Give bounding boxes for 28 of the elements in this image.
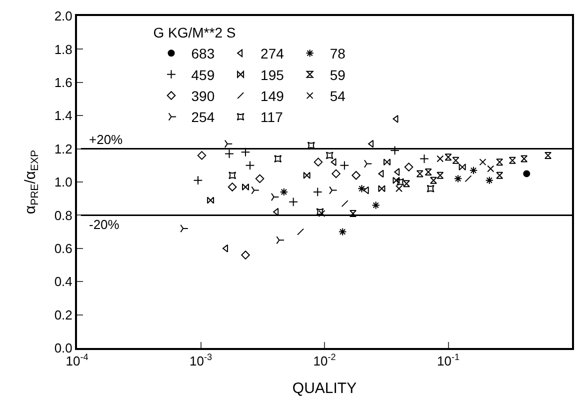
y-tick-label: 1.2 xyxy=(54,141,72,156)
legend-label: 78 xyxy=(330,46,346,62)
x-tick-label: 10$^{-1}$ xyxy=(436,352,460,369)
legend-label: 195 xyxy=(260,66,284,83)
y-tick-label: 0.6 xyxy=(54,240,72,256)
legend-label: 149 xyxy=(260,88,284,104)
y-tick-label: 0.8 xyxy=(54,208,72,223)
y-tick-label: 1.8 xyxy=(54,42,72,57)
legend-title: G KG/M**2 S xyxy=(153,24,236,41)
y-tick-label: 2.0 xyxy=(54,8,72,24)
y-tick-label: 1.0 xyxy=(54,174,72,190)
x-tick-label: 10$^{-3}$ xyxy=(189,352,212,369)
annotation: -20% xyxy=(89,217,120,232)
y-tick-label: 1.4 xyxy=(54,108,72,124)
y-tick-label: 1.6 xyxy=(54,74,72,90)
legend-label: 54 xyxy=(330,88,346,104)
y-tick-label: 0.4 xyxy=(54,274,72,290)
legend-label: 254 xyxy=(191,109,215,126)
legend-label: 274 xyxy=(260,46,284,62)
x-tick-label: 10$^{-2}$ xyxy=(313,352,336,369)
legend-label: 390 xyxy=(191,88,215,104)
legend-label: 59 xyxy=(330,66,346,83)
annotation: +20% xyxy=(89,132,124,147)
legend-label: 117 xyxy=(260,109,284,126)
legend-label: 683 xyxy=(191,46,215,62)
y-tick-label: 0.2 xyxy=(54,307,72,322)
x-axis-title: QUALITY xyxy=(292,380,357,398)
legend-label: 459 xyxy=(191,66,215,83)
